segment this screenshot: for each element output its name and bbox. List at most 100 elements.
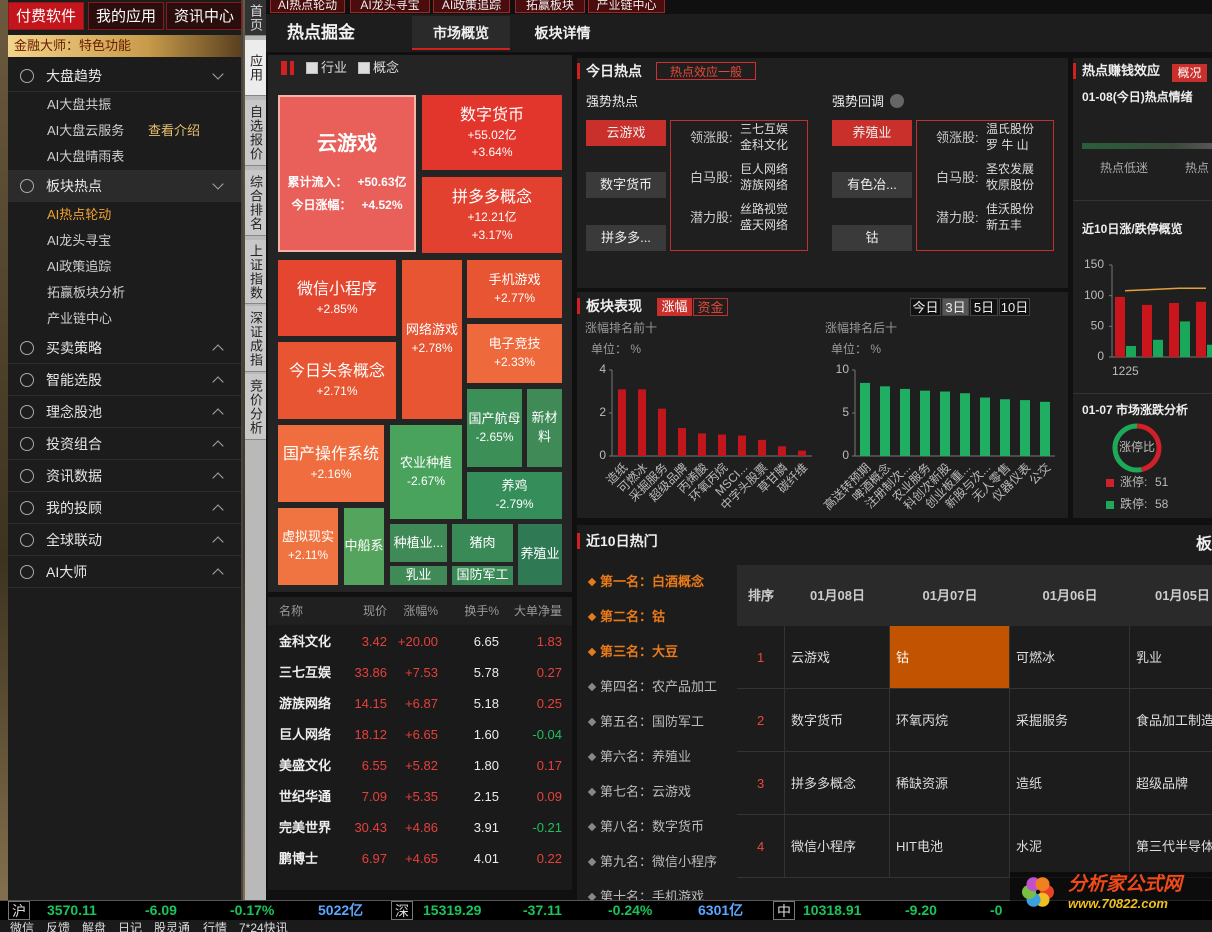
period-tab[interactable]: 今日	[910, 298, 941, 316]
header-tab[interactable]: 市场概览	[412, 16, 510, 50]
ticker-link[interactable]: 日记	[118, 921, 143, 932]
period-tab[interactable]: 5日	[970, 298, 998, 316]
recent-cell[interactable]: 环氧丙烷	[890, 689, 1010, 752]
sector-button[interactable]: 云游戏	[586, 120, 666, 146]
side-tab[interactable]: 上证指数	[245, 240, 266, 304]
ticker-link[interactable]: 解盘	[82, 921, 107, 932]
side-tab[interactable]: 应用	[245, 40, 266, 96]
rank-item[interactable]: 第八名：数字货币	[600, 819, 705, 834]
sidebar-tab[interactable]: 资讯中心	[166, 2, 242, 30]
recent-cell[interactable]: 超级品牌	[1130, 752, 1212, 815]
ticker-link[interactable]: 7*24快讯	[239, 921, 288, 932]
side-tab[interactable]: 深证成指	[245, 306, 266, 372]
side-tab[interactable]: 竞价分析	[245, 374, 266, 440]
treemap-cell[interactable]: 数字货币 +55.02亿 +3.64%	[422, 95, 562, 170]
side-tab[interactable]: 自选报价	[245, 100, 266, 166]
detail-stock[interactable]: 佳沃股份	[986, 202, 1035, 216]
recent-cell[interactable]: 可燃冰	[1010, 626, 1130, 689]
side-tab[interactable]: 首页	[245, 0, 266, 36]
top-tab[interactable]: AI政策追踪	[433, 0, 510, 13]
menu-group[interactable]	[8, 460, 241, 492]
header-tab[interactable]: 板块详情	[534, 25, 591, 41]
menu-link[interactable]: 查看介绍	[148, 123, 201, 138]
table-cell[interactable]: 世纪华通	[279, 789, 332, 804]
detail-stock[interactable]: 圣农发展	[986, 162, 1035, 176]
recent-cell[interactable]: 水泥	[1010, 815, 1130, 878]
recent-cell[interactable]: 微信小程序	[785, 815, 890, 878]
treemap-cell[interactable]: 手机游戏 +2.77%	[467, 260, 562, 318]
ticker-link[interactable]: 行情	[203, 921, 228, 932]
menu-group[interactable]	[8, 556, 241, 588]
top-tab[interactable]: AI龙头寻宝	[350, 0, 430, 13]
detail-stock[interactable]: 金科文化	[740, 138, 789, 152]
menu-item[interactable]: 拓赢板块分析	[47, 285, 126, 300]
rank-item[interactable]: 第九名：微信小程序	[600, 854, 718, 869]
recent-cell[interactable]: 稀缺资源	[890, 752, 1010, 815]
recent-cell[interactable]: 第三代半导体	[1130, 815, 1212, 878]
detail-stock[interactable]: 三七互娱	[740, 122, 789, 136]
treemap-cell[interactable]: 国产航母 -2.65%	[467, 389, 522, 467]
recent-cell[interactable]: 钴	[890, 626, 1010, 689]
sector-button[interactable]: 养殖业	[832, 120, 912, 146]
period-tab[interactable]: 3日	[942, 298, 969, 316]
treemap-cell[interactable]: 中船系	[344, 508, 384, 585]
table-cell[interactable]: 三七互娱	[279, 665, 332, 680]
table-cell[interactable]: 游族网络	[279, 696, 332, 711]
treemap-cell[interactable]: 今日头条概念 +2.71%	[278, 342, 396, 419]
menu-group[interactable]	[8, 364, 241, 396]
rank-item[interactable]: 第七名：云游戏	[600, 784, 692, 799]
detail-stock[interactable]: 牧原股份	[986, 178, 1035, 192]
detail-stock[interactable]: 巨人网络	[740, 162, 789, 176]
treemap-cell[interactable]: 养殖业	[518, 524, 562, 585]
menu-item[interactable]: 产业链中心	[47, 311, 113, 326]
perf-tab[interactable]: 资金	[693, 298, 728, 316]
detail-stock[interactable]: 罗 牛 山	[986, 138, 1029, 152]
top-tab[interactable]: 拓赢板块	[515, 0, 585, 13]
treemap-cell[interactable]: 国产操作系统 +2.16%	[278, 425, 384, 502]
table-cell[interactable]: 美盛文化	[279, 758, 332, 773]
rank-item[interactable]: 第五名：国防军工	[600, 714, 705, 729]
ticker-link[interactable]: 微信	[10, 921, 35, 932]
detail-stock[interactable]: 温氏股份	[986, 122, 1035, 136]
treemap-cell[interactable]: 微信小程序 +2.85%	[278, 260, 396, 336]
menu-item[interactable]: AI热点轮动	[47, 207, 112, 222]
rank-item[interactable]: 第一名：白酒概念	[600, 574, 705, 589]
sidebar-tab[interactable]: 我的应用	[88, 2, 164, 30]
sector-button[interactable]: 数字货币	[586, 172, 666, 198]
menu-item[interactable]: AI大盘云服务	[47, 123, 125, 138]
menu-group[interactable]	[8, 170, 241, 202]
period-tab[interactable]: 10日	[999, 298, 1030, 316]
rank-item[interactable]: 第四名：农产品加工	[600, 679, 718, 694]
sector-button[interactable]: 拼多多...	[586, 225, 666, 251]
treemap-cell[interactable]: 网络游戏 +2.78%	[402, 260, 462, 419]
treemap-cell[interactable]: 电子竞技 +2.33%	[467, 324, 562, 383]
detail-stock[interactable]: 游族网络	[740, 178, 789, 192]
treemap-cell[interactable]: 养鸡 -2.79%	[467, 472, 562, 519]
treemap-cell[interactable]: 虚拟现实 +2.11%	[278, 508, 338, 585]
top-tab[interactable]: AI热点轮动	[270, 0, 345, 13]
treemap-cell[interactable]: 农业种植 -2.67%	[390, 425, 462, 519]
rank-item[interactable]: 第六名：养殖业	[600, 749, 692, 764]
treemap-cell[interactable]: 拼多多概念 +12.21亿 +3.17%	[422, 177, 562, 253]
recent-cell[interactable]: 采掘服务	[1010, 689, 1130, 752]
treemap-cell[interactable]: 新材料	[527, 389, 562, 467]
menu-item[interactable]: AI政策追踪	[47, 259, 112, 274]
menu-item[interactable]: AI龙头寻宝	[47, 233, 112, 248]
recent-cell[interactable]: 云游戏	[785, 626, 890, 689]
treemap-cell[interactable]: 猪肉	[452, 524, 513, 562]
table-cell[interactable]: 鹏博士	[279, 851, 319, 866]
menu-item[interactable]: AI大盘晴雨表	[47, 149, 125, 164]
side-tab[interactable]: 综合排名	[245, 170, 266, 236]
menu-group[interactable]	[8, 60, 241, 92]
ticker-link[interactable]: 反馈	[46, 921, 71, 932]
recent-cell[interactable]: 乳业	[1130, 626, 1212, 689]
detail-stock[interactable]: 新五丰	[986, 218, 1023, 232]
recent-cell[interactable]: 食品加工制造	[1130, 689, 1212, 752]
menu-group[interactable]	[8, 428, 241, 460]
menu-group[interactable]	[8, 396, 241, 428]
menu-group[interactable]	[8, 524, 241, 556]
treemap-cell[interactable]: 乳业	[390, 566, 447, 585]
rank-item[interactable]: 第二名：钴	[600, 609, 666, 624]
treemap-cell[interactable]: 云游戏 累计流入： +50.63亿 今日涨幅： +4.52%	[278, 95, 416, 252]
rank-item[interactable]: 第三名：大豆	[600, 644, 679, 659]
